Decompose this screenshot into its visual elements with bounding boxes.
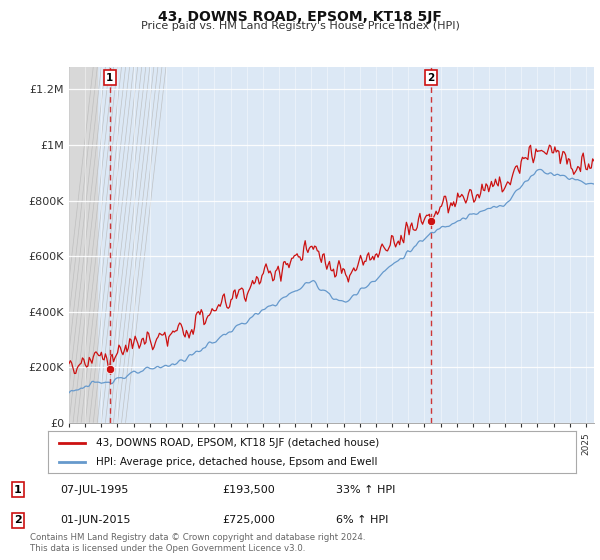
Text: 1: 1 (14, 485, 22, 495)
Text: Contains HM Land Registry data © Crown copyright and database right 2024.
This d: Contains HM Land Registry data © Crown c… (30, 533, 365, 553)
Text: 6% ↑ HPI: 6% ↑ HPI (336, 515, 388, 525)
Text: 01-JUN-2015: 01-JUN-2015 (60, 515, 131, 525)
Text: Price paid vs. HM Land Registry's House Price Index (HPI): Price paid vs. HM Land Registry's House … (140, 21, 460, 31)
Text: £193,500: £193,500 (222, 485, 275, 495)
Text: 43, DOWNS ROAD, EPSOM, KT18 5JF: 43, DOWNS ROAD, EPSOM, KT18 5JF (158, 10, 442, 24)
Text: 2: 2 (14, 515, 22, 525)
Text: £725,000: £725,000 (222, 515, 275, 525)
Text: 33% ↑ HPI: 33% ↑ HPI (336, 485, 395, 495)
Text: 1: 1 (106, 73, 113, 82)
Text: 2: 2 (428, 73, 435, 82)
Text: 43, DOWNS ROAD, EPSOM, KT18 5JF (detached house): 43, DOWNS ROAD, EPSOM, KT18 5JF (detache… (95, 437, 379, 447)
Text: HPI: Average price, detached house, Epsom and Ewell: HPI: Average price, detached house, Epso… (95, 457, 377, 467)
Text: 07-JUL-1995: 07-JUL-1995 (60, 485, 128, 495)
